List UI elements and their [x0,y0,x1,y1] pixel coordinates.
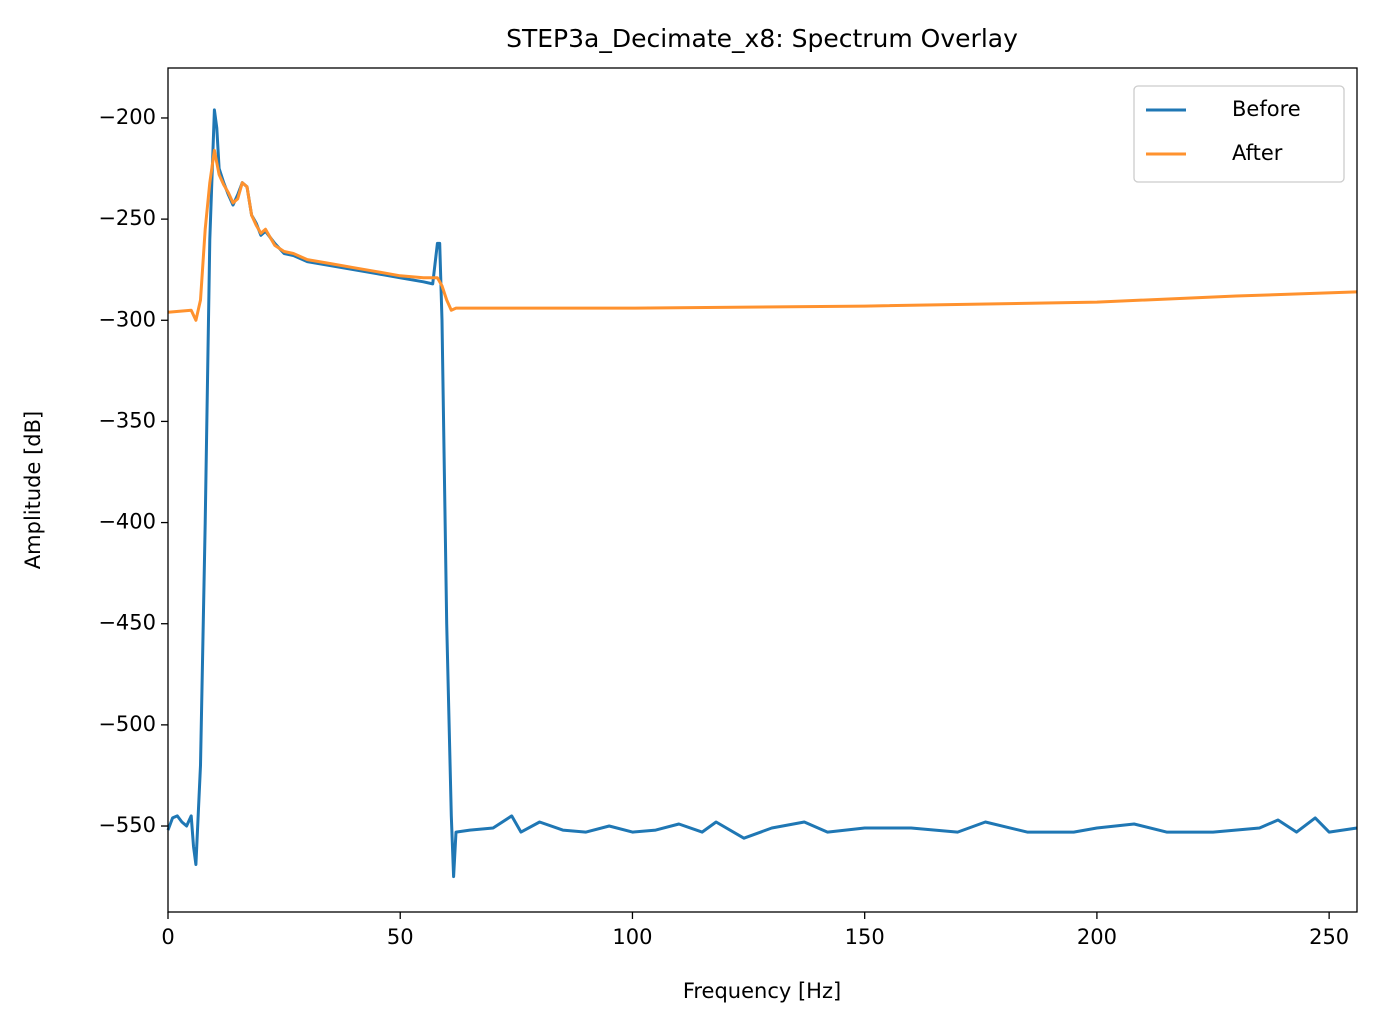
x-tick-label: 250 [1309,925,1349,949]
y-tick-label: −400 [98,510,156,534]
y-tick-label: −500 [98,712,156,736]
x-tick-label: 50 [387,925,414,949]
y-tick-label: −300 [98,307,156,331]
y-tick-label: −450 [98,611,156,635]
x-tick-label: 100 [612,925,652,949]
x-axis-label: Frequency [Hz] [683,979,841,1003]
y-tick-label: −250 [98,206,156,230]
chart-title: STEP3a_Decimate_x8: Spectrum Overlay [506,24,1018,53]
series-line [167,148,1358,322]
legend-box [1133,85,1345,183]
y-tick-label: −550 [98,813,156,837]
y-axis-label: Amplitude [dB] [21,411,45,569]
x-tick-label: 200 [1077,925,1117,949]
legend-label: After [1232,141,1283,165]
series-line [166,108,1358,879]
y-tick-label: −200 [98,105,156,129]
plot-frame [167,67,1358,913]
y-tick-label: −350 [98,408,156,432]
legend-label: Before [1232,97,1301,121]
x-tick-label: 0 [161,925,174,949]
x-tick-label: 150 [845,925,885,949]
